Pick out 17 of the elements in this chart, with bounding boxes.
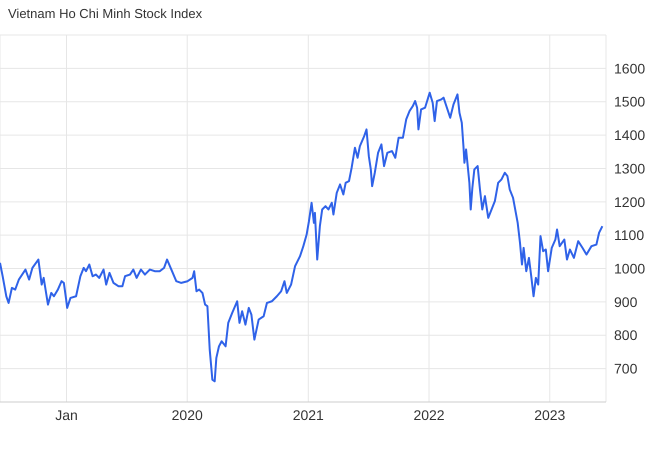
y-tick-label: 800 [614, 327, 638, 344]
y-tick-label: 1200 [614, 194, 646, 210]
line-series [0, 92, 604, 382]
x-tick-label: 2022 [413, 406, 445, 423]
x-tick-label: Jan [55, 406, 78, 423]
y-tick-label: 1400 [614, 127, 646, 144]
y-tick-label: 1100 [614, 227, 644, 244]
x-tick-label: 2020 [172, 406, 204, 423]
y-tick-label: 1300 [614, 160, 646, 176]
chart-title: Vietnam Ho Chi Minh Stock Index [8, 6, 202, 21]
x-tick-label: 2021 [292, 406, 324, 423]
y-tick-label: 900 [614, 294, 638, 310]
x-tick-label: 2023 [534, 406, 566, 423]
y-tick-label: 1600 [614, 60, 646, 76]
y-tick-label: 1500 [614, 94, 646, 110]
y-tick-label: 700 [614, 360, 638, 377]
y-tick-label: 1000 [614, 260, 646, 277]
